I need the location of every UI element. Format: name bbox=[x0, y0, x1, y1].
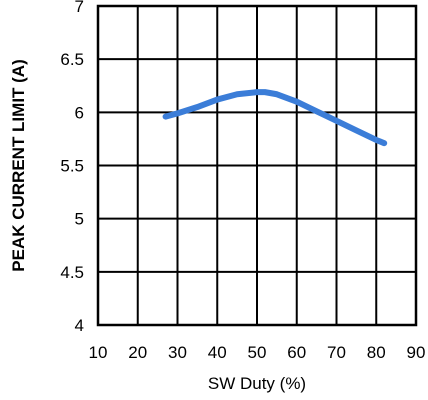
x-tick-label: 10 bbox=[89, 343, 108, 362]
y-tick-label: 4.5 bbox=[60, 263, 84, 282]
x-axis-title: SW Duty (%) bbox=[208, 374, 306, 393]
x-tick-label: 90 bbox=[407, 343, 426, 362]
y-tick-label: 5.5 bbox=[60, 157, 84, 176]
plot-frame bbox=[96, 4, 418, 327]
series-line-0 bbox=[162, 89, 388, 147]
y-tick-label: 5 bbox=[75, 210, 84, 229]
x-tick-label: 40 bbox=[208, 343, 227, 362]
x-tick-label: 50 bbox=[248, 343, 267, 362]
x-tick-label: 30 bbox=[168, 343, 187, 362]
y-tick-label: 6.5 bbox=[60, 50, 84, 69]
x-tick-label: 70 bbox=[327, 343, 346, 362]
y-tick-label: 4 bbox=[75, 316, 84, 335]
series-group bbox=[162, 89, 388, 147]
y-axis-title: PEAK CURRENT LIMIT (A) bbox=[9, 59, 28, 271]
y-tick-label: 7 bbox=[75, 0, 84, 16]
x-tick-label: 60 bbox=[287, 343, 306, 362]
y-tick-labels: 4 4.5 5 5.5 6 6.5 7 bbox=[60, 0, 84, 335]
x-tick-label: 80 bbox=[367, 343, 386, 362]
grid bbox=[97, 5, 417, 326]
x-tick-label: 20 bbox=[128, 343, 147, 362]
y-tick-label: 6 bbox=[75, 103, 84, 122]
x-tick-labels: 10 20 30 40 50 60 70 80 90 bbox=[89, 343, 426, 362]
